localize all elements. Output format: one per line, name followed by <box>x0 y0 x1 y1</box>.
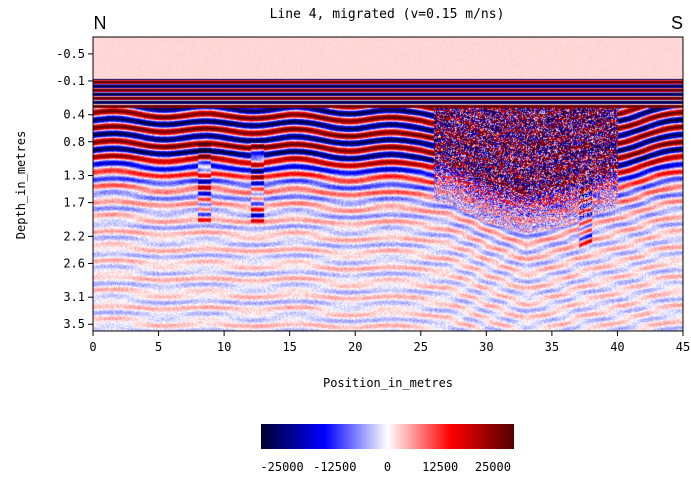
colorbar <box>261 424 514 449</box>
x-axis-label: Position_in_metres <box>323 376 453 390</box>
colorbar-tick-label: 25000 <box>475 460 511 474</box>
y-tick-label: 1.7 <box>63 196 85 210</box>
x-tick-label: 5 <box>155 340 162 354</box>
south-marker: S <box>671 13 683 33</box>
y-tick-label: 0.4 <box>63 108 85 122</box>
y-tick-label: 1.3 <box>63 169 85 183</box>
colorbar-tick-label: 0 <box>384 460 391 474</box>
y-tick-label: 2.2 <box>63 229 85 243</box>
x-tick-label: 20 <box>348 340 362 354</box>
colorbar-canvas <box>261 424 514 449</box>
chart-title: Line 4, migrated (v=0.15 m/ns) <box>270 7 505 22</box>
x-tick-label: 15 <box>282 340 296 354</box>
y-axis: -0.5 -0.1 0.4 0.8 1.3 1.7 2.2 2.6 3.1 3.5 <box>56 47 93 331</box>
x-tick-label: 25 <box>414 340 428 354</box>
x-tick-label: 35 <box>545 340 559 354</box>
x-tick-label: 10 <box>217 340 231 354</box>
y-tick-label: 2.6 <box>63 256 85 270</box>
colorbar-tick-label: -25000 <box>260 460 303 474</box>
radargram-canvas <box>93 37 683 331</box>
colorbar-tick-label: -12500 <box>313 460 356 474</box>
radargram-plot <box>93 37 683 331</box>
plot-frame <box>92 36 684 332</box>
x-tick-label: 0 <box>89 340 96 354</box>
x-tick-label: 45 <box>676 340 690 354</box>
y-tick-label: -0.1 <box>56 74 85 88</box>
x-tick-label: 30 <box>479 340 493 354</box>
y-axis-label: Depth_in_metres <box>14 131 28 239</box>
y-tick-label: 0.8 <box>63 135 85 149</box>
colorbar-ticks: -25000 -12500 0 12500 25000 <box>260 460 511 474</box>
north-marker: N <box>94 13 107 33</box>
y-tick-label: 3.5 <box>63 317 85 331</box>
colorbar-tick-label: 12500 <box>422 460 458 474</box>
y-tick-label: -0.5 <box>56 47 85 61</box>
y-tick-label: 3.1 <box>63 290 85 304</box>
x-axis: 0 5 10 15 20 25 30 35 40 45 <box>89 331 690 354</box>
x-tick-label: 40 <box>610 340 624 354</box>
